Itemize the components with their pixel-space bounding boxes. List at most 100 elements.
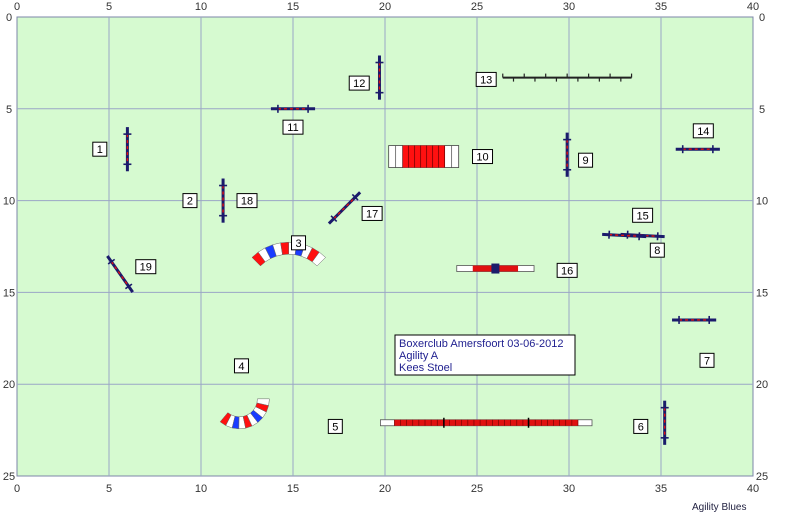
x-tick-top: 25	[471, 1, 483, 13]
x-tick-bottom: 30	[563, 483, 575, 495]
obstacle-number-8: 8	[649, 242, 665, 258]
obstacle-number-10: 10	[472, 149, 494, 165]
number-box	[327, 418, 343, 434]
number-box	[632, 207, 654, 223]
obstacle-number-4: 4	[233, 358, 249, 374]
y-tick-right: 5	[759, 104, 765, 116]
number-text: 5	[332, 421, 338, 433]
jump-obstacle	[375, 55, 384, 100]
jump-obstacle	[672, 315, 717, 324]
y-tick-right: 15	[756, 287, 768, 299]
jump-post	[330, 215, 338, 223]
number-text: 13	[480, 74, 492, 86]
number-box	[135, 259, 157, 275]
number-box	[92, 141, 108, 157]
x-tick-bottom: 20	[379, 483, 391, 495]
obstacle-number-12: 12	[348, 75, 370, 91]
number-box	[649, 242, 665, 258]
y-tick-left: 25	[3, 471, 15, 483]
jump-obstacle	[270, 104, 316, 113]
obstacle-number-5: 5	[327, 418, 343, 434]
y-tick-left: 20	[3, 379, 15, 391]
obstacles-layer	[106, 55, 720, 445]
y-tick-left: 5	[6, 104, 12, 116]
tunnel-obstacle	[251, 241, 326, 267]
number-box	[699, 352, 715, 368]
obstacle-number-9: 9	[578, 152, 594, 168]
info-club: Boxerclub Amersfoort 03-06-2012	[399, 338, 563, 350]
x-tick-bottom: 5	[106, 483, 112, 495]
number-text: 4	[238, 361, 244, 373]
y-tick-left: 15	[3, 287, 15, 299]
jump-post	[107, 258, 116, 265]
jump-obstacle	[602, 230, 647, 241]
y-tick-right: 10	[756, 196, 768, 208]
x-tick-top: 0	[14, 1, 20, 13]
seesaw-pivot	[491, 263, 500, 274]
field-grid	[17, 17, 753, 476]
obstacle-number-3: 3	[291, 235, 307, 251]
jump-obstacle	[675, 145, 720, 154]
obstacle-number-11: 11	[282, 119, 304, 135]
number-text: 9	[582, 155, 588, 167]
y-tick-left: 10	[3, 196, 15, 208]
x-tick-bottom: 15	[287, 483, 299, 495]
number-text: 12	[353, 78, 365, 90]
dogwalk-obstacle	[379, 417, 593, 428]
number-box	[475, 71, 497, 87]
tunnel-segment	[256, 398, 270, 406]
info-class: Agility A	[399, 350, 439, 362]
jump-obstacle	[123, 127, 132, 172]
number-text: 2	[187, 196, 193, 208]
x-tick-top: 10	[195, 1, 207, 13]
wall-panel	[402, 145, 445, 168]
number-text: 14	[697, 126, 709, 138]
seesaw-obstacle	[456, 263, 535, 274]
tire-wall-obstacle	[388, 145, 460, 168]
number-box	[556, 262, 578, 278]
jump-post	[351, 193, 359, 201]
obstacle-number-16: 16	[556, 262, 578, 278]
brand-label: Agility Blues	[692, 502, 746, 513]
number-box	[182, 193, 198, 209]
jump-bar	[333, 196, 356, 220]
tunnel-obstacle	[219, 398, 270, 430]
weave-obstacle	[502, 73, 633, 82]
jump-post	[124, 283, 133, 290]
number-box	[236, 193, 258, 209]
number-text: 19	[140, 262, 152, 274]
obstacle-number-18: 18	[236, 193, 258, 209]
x-tick-top: 40	[747, 1, 759, 13]
x-tick-top: 30	[563, 1, 575, 13]
obstacle-number-7: 7	[699, 352, 715, 368]
number-box	[291, 235, 307, 251]
jump-bar	[627, 233, 658, 237]
number-box	[472, 149, 494, 165]
x-tick-bottom: 25	[471, 483, 483, 495]
jump-obstacle	[660, 400, 669, 445]
number-text: 17	[366, 208, 378, 220]
obstacle-number-17: 17	[361, 205, 383, 221]
number-box	[348, 75, 370, 91]
x-tick-top: 15	[287, 1, 299, 13]
x-tick-bottom: 0	[14, 483, 20, 495]
jump-obstacle	[106, 255, 134, 293]
number-box	[633, 418, 649, 434]
x-tick-bottom: 35	[655, 483, 667, 495]
number-text: 6	[638, 421, 644, 433]
number-text: 3	[295, 238, 301, 250]
number-box	[233, 358, 249, 374]
number-box	[692, 123, 714, 139]
jump-obstacle	[219, 178, 228, 223]
tunnel-segment	[311, 251, 326, 267]
number-box	[578, 152, 594, 168]
x-tick-top: 35	[655, 1, 667, 13]
number-text: 11	[287, 122, 298, 134]
jump-obstacle	[327, 191, 362, 225]
x-tick-bottom: 40	[747, 483, 759, 495]
number-text: 7	[704, 355, 710, 367]
obstacle-number-1: 1	[92, 141, 108, 157]
obstacle-number-13: 13	[475, 71, 497, 87]
